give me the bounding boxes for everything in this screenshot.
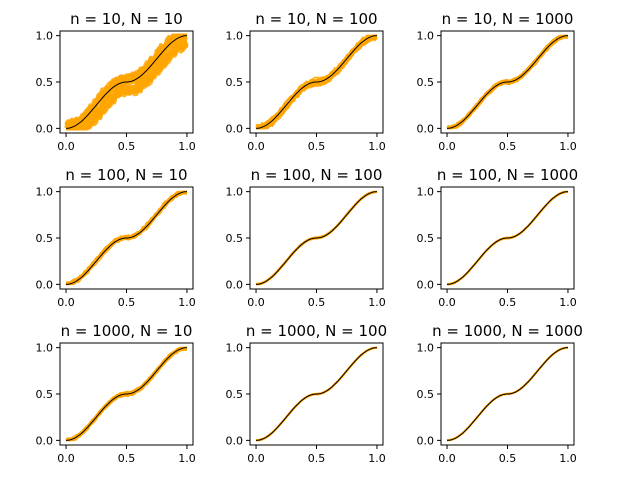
x-tick-label: 0.5 xyxy=(118,296,136,309)
y-tick-label: 0.5 xyxy=(36,388,54,401)
subplot-title: n = 10, N = 1000 xyxy=(442,10,574,28)
subplot-title: n = 100, N = 1000 xyxy=(437,166,578,184)
y-tick-label: 0.5 xyxy=(417,76,435,89)
y-tick-label: 1.0 xyxy=(36,30,54,43)
y-tick-label: 0.5 xyxy=(226,388,244,401)
x-tick-label: 0.5 xyxy=(118,140,136,153)
x-tick-label: 0.0 xyxy=(247,140,265,153)
empirical-cdf-line xyxy=(66,40,189,131)
y-tick-label: 0.0 xyxy=(36,434,54,447)
y-tick-label: 0.5 xyxy=(36,232,54,245)
x-tick-label: 1.0 xyxy=(178,452,196,465)
subplot-title: n = 100, N = 100 xyxy=(251,166,383,184)
x-tick-label: 0.0 xyxy=(57,296,75,309)
y-tick-label: 0.0 xyxy=(226,122,244,135)
y-tick-label: 0.0 xyxy=(226,278,244,291)
subplot-title: n = 1000, N = 10 xyxy=(61,322,193,340)
subplot-3: n = 10, N = 1000 0.0 0.5 1.0 0.0 0.5 1.0 xyxy=(417,10,577,153)
true-cdf-line xyxy=(446,191,569,285)
x-tick-label: 1.0 xyxy=(178,140,196,153)
x-tick-label: 0.0 xyxy=(438,452,456,465)
y-tick-label: 0.0 xyxy=(417,278,435,291)
y-tick-label: 1.0 xyxy=(36,186,54,199)
y-tick-label: 0.5 xyxy=(417,232,435,245)
y-tick-label: 1.0 xyxy=(417,30,435,43)
x-tick-label: 0.0 xyxy=(57,452,75,465)
x-tick-label: 0.0 xyxy=(247,452,265,465)
y-tick-label: 0.5 xyxy=(226,232,244,245)
true-cdf-line xyxy=(255,191,378,285)
y-tick-label: 0.0 xyxy=(36,278,54,291)
subplot-2: n = 10, N = 100 0.0 0.5 1.0 0.0 0.5 1.0 xyxy=(226,10,386,153)
true-cdf-line xyxy=(255,35,378,129)
y-tick-label: 0.0 xyxy=(417,434,435,447)
subplot-1: n = 10, N = 10 0.0 0.5 1.0 0.0 0.5 1.0 xyxy=(36,10,196,153)
true-cdf-line xyxy=(255,347,378,441)
y-tick-label: 1.0 xyxy=(226,342,244,355)
y-tick-label: 0.0 xyxy=(417,122,435,135)
x-tick-label: 0.5 xyxy=(499,296,517,309)
subplot-title: n = 1000, N = 1000 xyxy=(432,322,583,340)
true-cdf-line xyxy=(65,347,188,441)
x-tick-label: 0.0 xyxy=(247,296,265,309)
x-tick-label: 0.0 xyxy=(438,140,456,153)
true-cdf-line xyxy=(65,35,188,129)
subplot-9: n = 1000, N = 1000 0.0 0.5 1.0 0.0 0.5 1.0 xyxy=(417,322,583,465)
x-tick-label: 0.5 xyxy=(308,296,326,309)
x-tick-label: 0.0 xyxy=(438,296,456,309)
subplot-6: n = 100, N = 1000 0.0 0.5 1.0 0.0 0.5 1.0 xyxy=(417,166,579,309)
true-cdf-line xyxy=(446,347,569,441)
subplot-title: n = 10, N = 10 xyxy=(70,10,183,28)
x-tick-label: 0.5 xyxy=(308,452,326,465)
subplot-title: n = 1000, N = 100 xyxy=(246,322,387,340)
y-tick-label: 1.0 xyxy=(226,186,244,199)
empirical-cdf-line xyxy=(446,34,568,128)
y-tick-label: 0.5 xyxy=(36,76,54,89)
x-tick-label: 1.0 xyxy=(178,296,196,309)
y-tick-label: 0.0 xyxy=(36,122,54,135)
subplot-7: n = 1000, N = 10 0.0 0.5 1.0 0.0 0.5 1.0 xyxy=(36,322,196,465)
y-tick-label: 0.5 xyxy=(226,76,244,89)
x-tick-label: 0.0 xyxy=(57,140,75,153)
empirical-cdf-line xyxy=(446,34,568,129)
x-tick-label: 0.5 xyxy=(499,140,517,153)
y-tick-label: 1.0 xyxy=(36,342,54,355)
x-tick-label: 1.0 xyxy=(559,140,577,153)
subplot-4: n = 100, N = 10 0.0 0.5 1.0 0.0 0.5 1.0 xyxy=(36,166,196,309)
subplot-8: n = 1000, N = 100 0.0 0.5 1.0 0.0 0.5 1.0 xyxy=(226,322,388,465)
x-tick-label: 1.0 xyxy=(559,452,577,465)
y-tick-label: 1.0 xyxy=(417,186,435,199)
x-tick-label: 1.0 xyxy=(368,296,386,309)
x-tick-label: 1.0 xyxy=(368,452,386,465)
y-tick-label: 1.0 xyxy=(417,342,435,355)
empirical-cdf-line xyxy=(447,35,569,130)
x-tick-label: 0.5 xyxy=(118,452,136,465)
x-tick-label: 0.5 xyxy=(499,452,517,465)
subplot-title: n = 10, N = 100 xyxy=(255,10,377,28)
x-tick-label: 1.0 xyxy=(559,296,577,309)
subplot-5: n = 100, N = 100 0.0 0.5 1.0 0.0 0.5 1.0 xyxy=(226,166,386,309)
subplot-title: n = 100, N = 10 xyxy=(65,166,187,184)
true-cdf-line xyxy=(65,191,188,285)
x-tick-label: 0.5 xyxy=(308,140,326,153)
true-cdf-line xyxy=(446,35,569,129)
y-tick-label: 1.0 xyxy=(226,30,244,43)
x-tick-label: 1.0 xyxy=(368,140,386,153)
y-tick-label: 0.5 xyxy=(417,388,435,401)
y-tick-label: 0.0 xyxy=(226,434,244,447)
